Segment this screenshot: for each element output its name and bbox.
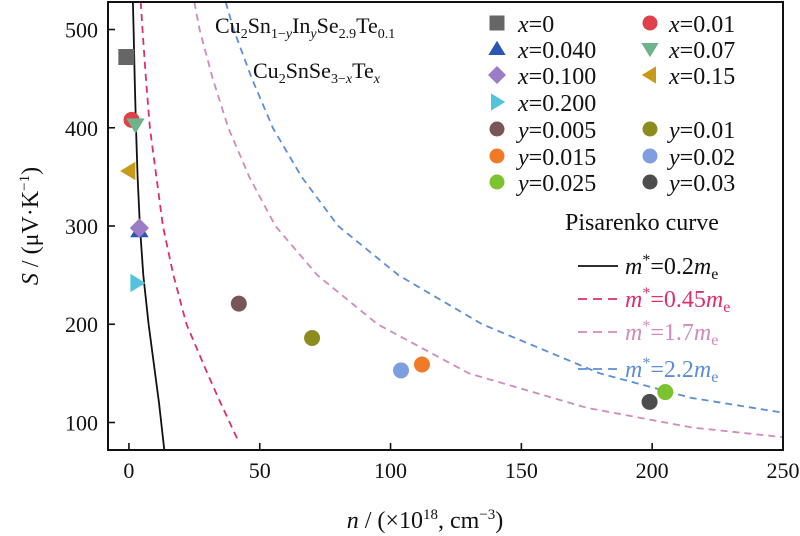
curve-m-0-45me	[139, 2, 240, 443]
legend-marker-y-0-015	[489, 148, 505, 164]
legend-marker-x-0-100	[488, 66, 506, 84]
point-x-0-15	[120, 161, 136, 181]
y-tick-label: 400	[65, 116, 98, 141]
y-axis-label: S / (μV·K−1)	[17, 167, 44, 285]
axes: 0 50 100 150 200 250 100 200 300 400 500	[65, 1, 800, 483]
legend-label-y-0-01: y=0.01	[667, 118, 735, 144]
point-y-0-015	[413, 356, 430, 373]
x-tick-label: 150	[505, 458, 538, 483]
y-tick-label: 300	[65, 214, 98, 239]
legend-label-m-2-2me: m*=2.2me	[625, 355, 718, 386]
legend-label-m-0-45me: m*=0.45me	[625, 285, 730, 316]
annotation-formula: Cu2Sn1−yInySe2.9Te0.1	[215, 13, 395, 42]
legend-label-y-0-005: y=0.005	[516, 118, 596, 144]
x-tick-label: 250	[767, 458, 800, 483]
y-tick-label: 500	[65, 18, 98, 43]
legend-marker-y-0-02	[642, 148, 658, 164]
point-x-0-100	[129, 218, 149, 238]
x-tick-label: 50	[249, 458, 271, 483]
legend-marker-x-0-040	[488, 40, 506, 55]
legend-label-y-0-015: y=0.015	[516, 145, 596, 171]
x-tick-label: 100	[374, 458, 407, 483]
legend-marker-x-0-01	[642, 15, 658, 31]
point-y-0-025	[657, 384, 674, 401]
point-y-0-02	[393, 362, 410, 379]
legend-label-y-0-03: y=0.03	[667, 171, 735, 197]
legend-label-x-0: x=0	[517, 12, 554, 38]
legend-label-m-0-2me: m*=0.2me	[625, 252, 718, 283]
point-x-0-200	[130, 273, 146, 293]
legend-label-x-0-15: x=0.15	[668, 64, 735, 90]
legend-pisarenko-title: Pisarenko curve	[565, 210, 719, 236]
point-x-0	[118, 49, 135, 66]
legend-marker-y-0-03	[642, 174, 658, 190]
x-tick-label: 0	[123, 458, 134, 483]
legend: x=0 x=0.01 x=0.040 x=0.07 x=0.100 x=0.15 x=0.2…	[488, 12, 735, 386]
point-y-0-03	[641, 393, 658, 410]
y-tick-label: 100	[65, 410, 98, 435]
legend-label-x-0-100: x=0.100	[517, 64, 596, 90]
point-x-0-07	[126, 118, 145, 134]
data-points	[118, 49, 674, 410]
legend-marker-y-0-005	[489, 121, 505, 137]
legend-label-x-0-01: x=0.01	[668, 12, 735, 38]
legend-label-x-0-200: x=0.200	[517, 91, 596, 117]
legend-marker-y-0-01	[642, 121, 658, 137]
curve-m-2-2me	[224, 2, 783, 414]
legend-label-x-0-040: x=0.040	[517, 38, 596, 64]
legend-marker-x-0-07	[641, 43, 659, 58]
axis-labels: n / (×1018, cm−3) S / (μV·K−1)	[17, 167, 503, 534]
point-y-0-005	[230, 295, 247, 312]
x-axis-label: n / (×1018, cm−3)	[347, 507, 504, 534]
y-tick-label: 200	[65, 312, 98, 337]
legend-label-x-0-07: x=0.07	[668, 38, 735, 64]
curve-m-1-7me	[193, 2, 783, 439]
legend-marker-x-0-15	[641, 66, 656, 84]
annotation-formula: Cu2SnSe3−xTex	[253, 58, 381, 87]
legend-marker-y-0-025	[489, 174, 505, 190]
x-tick-label: 200	[636, 458, 669, 483]
legend-label-y-0-02: y=0.02	[667, 145, 735, 171]
legend-label-m-1-7me: m*=1.7me	[625, 318, 718, 349]
legend-marker-x-0-200	[491, 93, 506, 111]
point-y-0-01	[304, 330, 321, 346]
composition-annotations: Cu2Sn1−yInySe2.9Te0.1 Cu2SnSe3−xTex	[215, 13, 395, 87]
legend-marker-x-0	[489, 15, 505, 31]
legend-label-y-0-025: y=0.025	[516, 171, 596, 197]
